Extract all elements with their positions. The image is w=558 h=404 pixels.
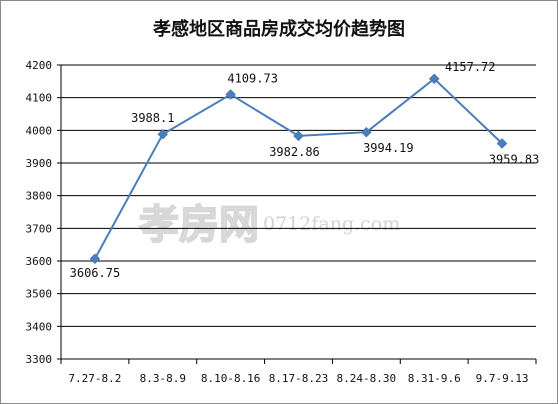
data-labels: 3606.75 3988.1 4109.73 3982.86 3994.19 4157.7… [70, 60, 540, 280]
data-point-marker [225, 89, 236, 100]
watermark: 孝房网 0712fang.com [138, 201, 400, 249]
y-tick-label: 4100 [26, 92, 53, 105]
data-label: 3988.1 [131, 111, 174, 125]
series [89, 73, 508, 265]
x-tick-label: 8.31-9.6 [408, 372, 461, 385]
x-tick-label: 8.24-8.30 [337, 372, 397, 385]
y-tick-label: 4200 [26, 59, 53, 72]
data-label: 4157.72 [445, 60, 496, 74]
data-point-marker [361, 126, 372, 138]
y-tick-label: 3700 [26, 222, 53, 235]
data-point-marker [89, 253, 101, 265]
y-tick-label: 3300 [26, 353, 53, 366]
x-tick-label: 8.10-8.16 [201, 372, 261, 385]
chart-title: 孝感地区商品房成交均价趋势图 [152, 18, 405, 40]
data-label: 4109.73 [227, 71, 278, 85]
watermark-logo: 孝房网 [139, 202, 259, 248]
data-point-marker [293, 130, 304, 142]
x-axis-tick-labels: 7.27-8.2 8.3-8.9 8.10-8.16 8.17-8.23 8.24-8.… [68, 372, 528, 385]
axes [57, 64, 537, 364]
data-label: 3606.75 [70, 266, 121, 280]
data-point-marker [157, 128, 169, 140]
y-tick-label: 3800 [26, 190, 53, 203]
x-tick-label: 9.7-9.13 [476, 372, 529, 385]
y-axis-tick-labels: 3300 3400 3500 3600 3700 3800 3900 4000 4100 4200 [26, 59, 53, 366]
y-tick-label: 3500 [26, 288, 53, 301]
x-tick-label: 8.3-8.9 [140, 372, 186, 385]
gridlines [61, 64, 536, 327]
y-tick-label: 4000 [26, 124, 53, 137]
data-point-marker [496, 138, 508, 149]
x-tick-label: 8.17-8.23 [269, 372, 329, 385]
y-tick-label: 3900 [26, 157, 53, 170]
data-point-marker [428, 73, 440, 85]
x-tick-label: 7.27-8.2 [68, 372, 121, 385]
data-label: 3982.86 [269, 145, 320, 159]
data-label: 3959.83 [489, 152, 540, 166]
watermark-url: 0712fang.com [263, 213, 400, 235]
y-tick-label: 3400 [26, 320, 53, 333]
data-label: 3994.19 [363, 141, 414, 155]
y-tick-label: 3600 [26, 255, 53, 268]
